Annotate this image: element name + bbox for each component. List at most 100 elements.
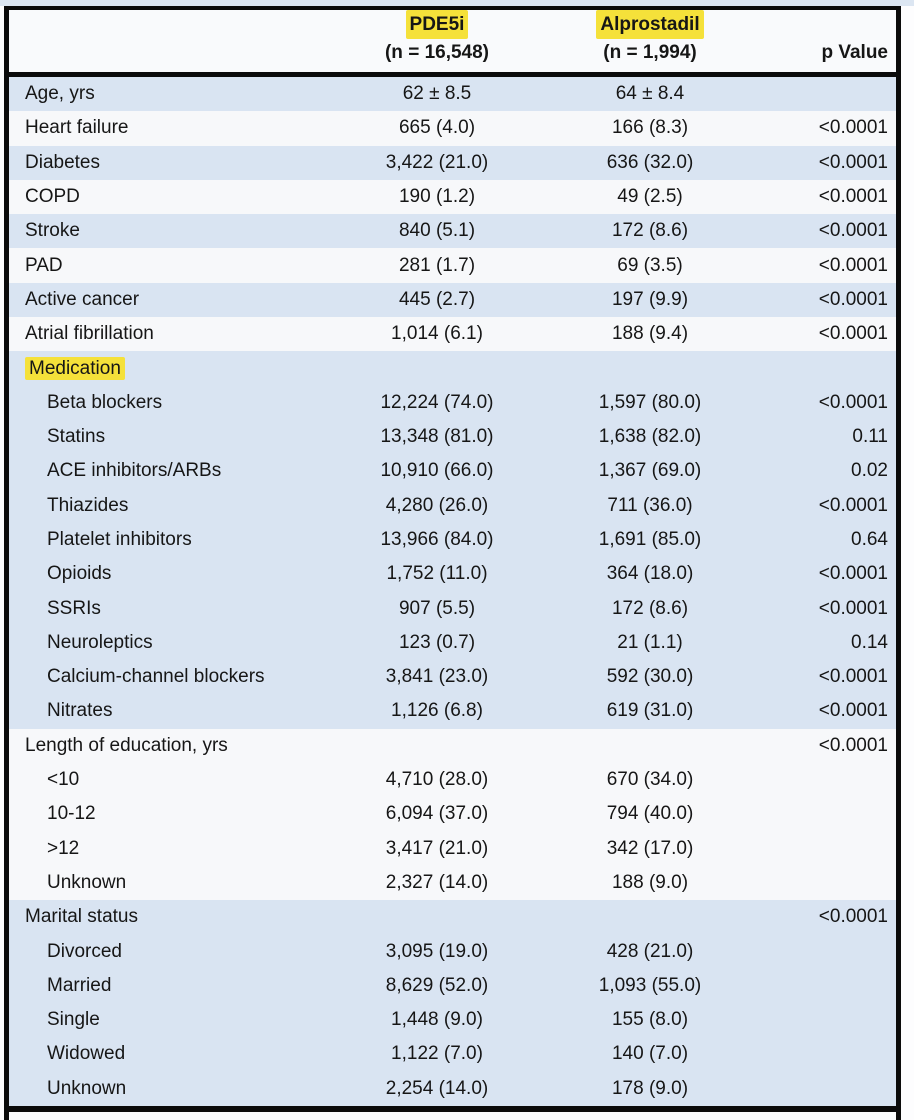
table-row: Unknown 2,254 (14.0) 178 (9.0) [9,1071,896,1106]
table-row: Length of education, yrs <0.0001 [9,728,896,763]
table-row: Divorced 3,095 (19.0) 428 (21.0) [9,934,896,969]
value-alprostadil: 172 (8.6) [611,597,689,619]
p-value: <0.0001 [818,666,888,688]
page-background-strip [0,0,914,6]
row-label: Nitrates [9,700,331,722]
table-row: Nitrates 1,126 (6.8) 619 (31.0) <0.0001 [9,694,896,729]
row-label: Active cancer [9,289,331,311]
highlighted-term-medication: Medication [25,356,125,380]
value-pde5i: 2,327 (14.0) [385,871,489,893]
value-alprostadil: 49 (2.5) [617,186,683,208]
value-pde5i: 4,280 (26.0) [385,494,489,516]
table-row: Medication [9,351,896,386]
row-label: Single [9,1009,331,1031]
p-value: <0.0001 [818,288,888,310]
row-label: Opioids [9,563,331,585]
value-pde5i: 10,910 (66.0) [380,460,494,482]
p-value: 0.14 [851,631,888,653]
row-label-text: SSRIs [47,597,101,619]
row-label: 10-12 [9,803,331,825]
value-pde5i: 12,224 (74.0) [380,391,494,413]
p-value: <0.0001 [818,323,888,345]
value-alprostadil: 140 (7.0) [611,1043,689,1065]
row-label: Platelet inhibitors [9,529,331,551]
p-value: <0.0001 [818,220,888,242]
table-row: Age, yrs 62 ± 8.5 64 ± 8.4 [9,77,896,112]
row-label: Beta blockers [9,392,331,414]
row-label: Medication [9,356,331,380]
table-row: Statins 13,348 (81.0) 1,638 (82.0) 0.11 [9,419,896,455]
table-row: Beta blockers 12,224 (74.0) 1,597 (80.0)… [9,385,896,420]
value-alprostadil: 166 (8.3) [611,117,689,139]
row-label: ACE inhibitors/ARBs [9,460,331,482]
value-alprostadil: 172 (8.6) [611,220,689,242]
value-alprostadil: 1,638 (82.0) [598,426,702,448]
table-row: Unknown 2,327 (14.0) 188 (9.0) [9,865,896,901]
value-pde5i: 1,752 (11.0) [386,563,488,585]
value-alprostadil: 21 (1.1) [617,631,683,653]
row-label-text: ACE inhibitors/ARBs [47,460,222,482]
value-pde5i: 281 (1.7) [398,254,476,276]
table-row: Heart failure 665 (4.0) 166 (8.3) <0.000… [9,111,896,146]
table-row: Marital status <0.0001 [9,900,896,935]
row-label-text: Thiazides [47,494,129,516]
row-label: Neuroleptics [9,632,331,654]
row-label-text: Diabetes [25,151,100,173]
value-alprostadil: 64 ± 8.4 [615,83,685,105]
header-group-pde5i: PDE5i (n = 16,548) [331,10,543,66]
row-label-text: Unknown [47,871,127,893]
table-row: Opioids 1,752 (11.0) 364 (18.0) <0.0001 [9,557,896,592]
table-row: Stroke 840 (5.1) 172 (8.6) <0.0001 [9,214,896,249]
p-value: <0.0001 [818,117,888,139]
table-header-row: PDE5i (n = 16,548) Alprostadil (n = 1,99… [9,10,896,72]
value-pde5i: 2,254 (14.0) [385,1077,489,1099]
value-alprostadil: 197 (9.9) [611,288,689,310]
table-row: PAD 281 (1.7) 69 (3.5) <0.0001 [9,248,896,283]
value-pde5i: 3,417 (21.0) [385,837,489,859]
row-label-text: Unknown [47,1077,127,1099]
value-alprostadil: 794 (40.0) [606,803,694,825]
p-value: <0.0001 [818,391,888,413]
table-row: <10 4,710 (28.0) 670 (34.0) [9,762,896,798]
value-alprostadil: 188 (9.4) [611,323,689,345]
table-bottom-rule [9,1105,896,1112]
table-frame: PDE5i (n = 16,548) Alprostadil (n = 1,99… [4,6,901,1120]
p-value: 0.02 [851,460,888,482]
value-pde5i: 907 (5.5) [398,597,476,619]
table-row: Active cancer 445 (2.7) 197 (9.9) <0.000… [9,282,896,318]
value-pde5i: 13,966 (84.0) [380,529,494,550]
row-label-text: Opioids [47,563,112,585]
value-alprostadil: 636 (32.0) [606,151,694,173]
value-alprostadil: 178 (9.0) [611,1077,689,1099]
value-pde5i: 1,126 (6.8) [391,700,483,722]
header-n-pde5i: (n = 16,548) [384,42,490,63]
row-label-text: Nitrates [47,700,113,722]
p-value: <0.0001 [818,906,888,928]
table-row: ACE inhibitors/ARBs 10,910 (66.0) 1,367 … [9,454,896,489]
value-alprostadil: 592 (30.0) [606,666,694,688]
p-value: <0.0001 [818,597,888,619]
row-label-text: Platelet inhibitors [47,529,192,550]
table-row: Calcium-channel blockers 3,841 (23.0) 59… [9,660,896,695]
row-label-text: Divorced [47,940,122,962]
table-row: Neuroleptics 123 (0.7) 21 (1.1) 0.14 [9,625,896,661]
row-label: Statins [9,426,331,448]
value-alprostadil: 1,093 (55.0) [598,974,702,996]
table-row: Thiazides 4,280 (26.0) 711 (36.0) <0.000… [9,488,896,523]
table-row: >12 3,417 (21.0) 342 (17.0) [9,831,896,866]
value-pde5i: 123 (0.7) [398,631,476,653]
row-label: Unknown [9,872,331,894]
table-row: Single 1,448 (9.0) 155 (8.0) [9,1003,896,1038]
value-alprostadil: 364 (18.0) [606,563,694,585]
row-label-text: Widowed [47,1043,126,1065]
p-value: <0.0001 [818,151,888,173]
header-divider-rule [9,72,896,77]
row-label-text: >12 [47,837,80,859]
row-label: SSRIs [9,598,331,620]
table-row: 10-12 6,094 (37.0) 794 (40.0) [9,797,896,832]
value-alprostadil: 69 (3.5) [617,254,683,276]
table-body: Age, yrs 62 ± 8.5 64 ± 8.4 Heart failure… [9,77,896,1106]
row-label: Thiazides [9,495,331,517]
header-n-alprostadil: (n = 1,994) [603,42,697,63]
value-alprostadil: 670 (34.0) [606,769,694,791]
